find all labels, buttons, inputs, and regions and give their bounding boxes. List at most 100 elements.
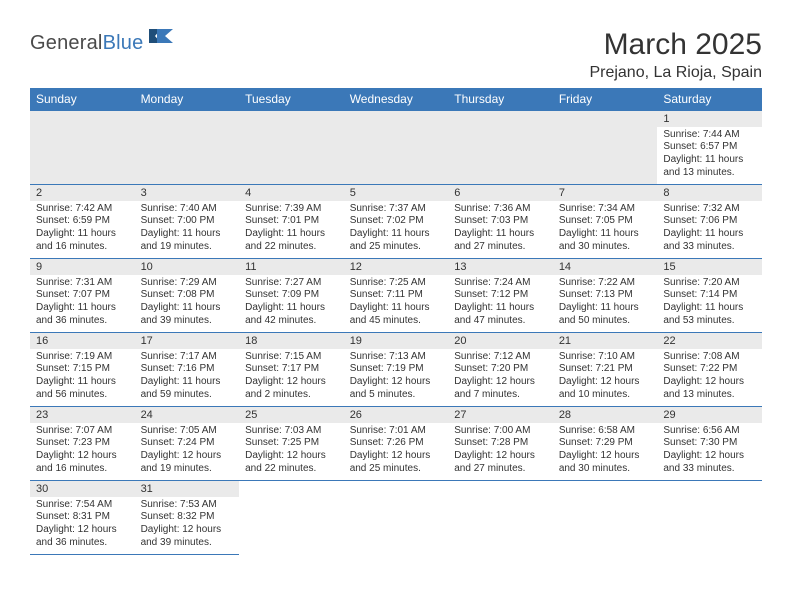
content-row: Sunrise: 7:31 AMSunset: 7:07 PMDaylight:… [30,275,762,333]
sunrise-line: Sunrise: 7:34 AM [559,203,652,216]
daynum-row: 1 [30,111,762,127]
daylight2-line: and 30 minutes. [559,241,652,254]
header: GeneralBlue March 2025 Prejano, La Rioja… [30,28,762,82]
day-content-cell: Sunrise: 7:34 AMSunset: 7:05 PMDaylight:… [553,201,658,259]
daylight2-line: and 36 minutes. [36,315,129,328]
daylight2-line: and 19 minutes. [141,463,234,476]
sunset-line: Sunset: 7:21 PM [559,363,652,376]
sunset-line: Sunset: 6:57 PM [663,141,756,154]
day-content-cell: Sunrise: 7:13 AMSunset: 7:19 PMDaylight:… [344,349,449,407]
day-number-cell: 8 [657,185,762,201]
day-content-cell [135,127,240,185]
daylight2-line: and 59 minutes. [141,389,234,402]
daylight1-line: Daylight: 11 hours [141,376,234,389]
day-number-cell: 7 [553,185,658,201]
day-number-cell: 3 [135,185,240,201]
daylight2-line: and 19 minutes. [141,241,234,254]
sunset-line: Sunset: 6:59 PM [36,215,129,228]
sunset-line: Sunset: 7:06 PM [663,215,756,228]
day-number-cell: 18 [239,333,344,349]
day-number-cell: 17 [135,333,240,349]
daylight2-line: and 5 minutes. [350,389,443,402]
day-content-cell: Sunrise: 7:22 AMSunset: 7:13 PMDaylight:… [553,275,658,333]
sunrise-line: Sunrise: 7:40 AM [141,203,234,216]
day-number-cell [344,111,449,127]
day-content-cell: Sunrise: 7:31 AMSunset: 7:07 PMDaylight:… [30,275,135,333]
sunrise-line: Sunrise: 7:39 AM [245,203,338,216]
daylight2-line: and 33 minutes. [663,241,756,254]
daylight1-line: Daylight: 11 hours [36,228,129,241]
daynum-row: 3031 [30,481,762,497]
day-number-cell [553,111,658,127]
day-content-cell: Sunrise: 7:15 AMSunset: 7:17 PMDaylight:… [239,349,344,407]
day-content-cell [657,497,762,555]
daylight2-line: and 45 minutes. [350,315,443,328]
daylight2-line: and 42 minutes. [245,315,338,328]
sunrise-line: Sunrise: 7:36 AM [454,203,547,216]
daynum-row: 16171819202122 [30,333,762,349]
day-number-cell: 4 [239,185,344,201]
sunrise-line: Sunrise: 7:08 AM [663,351,756,364]
sunrise-line: Sunrise: 7:42 AM [36,203,129,216]
content-row: Sunrise: 7:54 AMSunset: 8:31 PMDaylight:… [30,497,762,555]
day-content-cell: Sunrise: 7:29 AMSunset: 7:08 PMDaylight:… [135,275,240,333]
day-content-cell: Sunrise: 6:58 AMSunset: 7:29 PMDaylight:… [553,423,658,481]
sunset-line: Sunset: 7:02 PM [350,215,443,228]
daylight1-line: Daylight: 11 hours [350,302,443,315]
weekday-sunday: Sunday [30,88,135,111]
sunset-line: Sunset: 7:19 PM [350,363,443,376]
sunset-line: Sunset: 7:11 PM [350,289,443,302]
day-content-cell [239,127,344,185]
daylight1-line: Daylight: 12 hours [350,450,443,463]
day-number-cell: 30 [30,481,135,497]
daylight1-line: Daylight: 12 hours [454,376,547,389]
day-number-cell: 21 [553,333,658,349]
sunrise-line: Sunrise: 7:37 AM [350,203,443,216]
daylight2-line: and 36 minutes. [36,537,129,550]
day-content-cell: Sunrise: 7:44 AMSunset: 6:57 PMDaylight:… [657,127,762,185]
day-number-cell: 26 [344,407,449,423]
day-content-cell: Sunrise: 7:25 AMSunset: 7:11 PMDaylight:… [344,275,449,333]
sunset-line: Sunset: 7:09 PM [245,289,338,302]
sunrise-line: Sunrise: 7:07 AM [36,425,129,438]
sunrise-line: Sunrise: 7:03 AM [245,425,338,438]
day-number-cell: 14 [553,259,658,275]
sunrise-line: Sunrise: 7:44 AM [663,129,756,142]
day-number-cell: 13 [448,259,553,275]
day-content-cell [344,127,449,185]
day-content-cell: Sunrise: 7:54 AMSunset: 8:31 PMDaylight:… [30,497,135,555]
day-number-cell: 12 [344,259,449,275]
weekday-monday: Monday [135,88,240,111]
sunrise-line: Sunrise: 7:17 AM [141,351,234,364]
daylight2-line: and 7 minutes. [454,389,547,402]
sunset-line: Sunset: 7:03 PM [454,215,547,228]
sunrise-line: Sunrise: 7:31 AM [36,277,129,290]
sunrise-line: Sunrise: 7:01 AM [350,425,443,438]
flag-icon [147,26,175,51]
sunrise-line: Sunrise: 6:58 AM [559,425,652,438]
daylight1-line: Daylight: 11 hours [559,228,652,241]
sunrise-line: Sunrise: 7:12 AM [454,351,547,364]
logo-text: GeneralBlue [30,32,143,55]
day-number-cell [344,481,449,497]
day-number-cell: 28 [553,407,658,423]
sunrise-line: Sunrise: 6:56 AM [663,425,756,438]
day-number-cell [135,111,240,127]
day-content-cell: Sunrise: 7:08 AMSunset: 7:22 PMDaylight:… [657,349,762,407]
day-content-cell: Sunrise: 7:27 AMSunset: 7:09 PMDaylight:… [239,275,344,333]
daylight1-line: Daylight: 12 hours [663,450,756,463]
daylight1-line: Daylight: 11 hours [663,228,756,241]
day-number-cell: 31 [135,481,240,497]
calendar-body: 1 Sunrise: 7:44 AMSunset: 6:57 PMDayligh… [30,111,762,555]
day-number-cell: 20 [448,333,553,349]
day-content-cell [239,497,344,555]
content-row: Sunrise: 7:42 AMSunset: 6:59 PMDaylight:… [30,201,762,259]
day-content-cell: Sunrise: 6:56 AMSunset: 7:30 PMDaylight:… [657,423,762,481]
daylight2-line: and 39 minutes. [141,315,234,328]
sunset-line: Sunset: 7:17 PM [245,363,338,376]
day-content-cell: Sunrise: 7:53 AMSunset: 8:32 PMDaylight:… [135,497,240,555]
daylight1-line: Daylight: 11 hours [350,228,443,241]
daylight2-line: and 22 minutes. [245,463,338,476]
day-number-cell: 23 [30,407,135,423]
daylight1-line: Daylight: 12 hours [245,450,338,463]
